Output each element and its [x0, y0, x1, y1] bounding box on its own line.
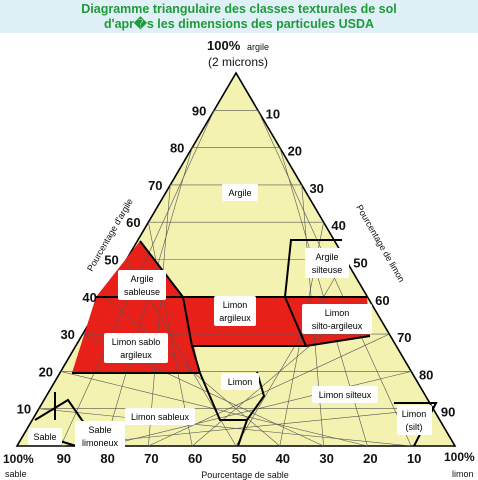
boundary-argile-silteuse [284, 239, 342, 298]
class-limon-sablo-argileux-1: Limon sablo [112, 337, 161, 347]
grid-line-sand [257, 110, 412, 447]
tick-clay-60: 60 [126, 215, 140, 230]
tick-silt-30: 30 [309, 181, 323, 196]
grid-line-silt [38, 408, 412, 447]
tick-sand-10: 10 [407, 451, 421, 466]
axis-bottom-title: Pourcentage de sable [201, 470, 289, 480]
class-limon-silto-argileux-2: silto-argileux [312, 321, 363, 331]
boundary-silto-right [305, 335, 371, 347]
grid-line-silt [104, 296, 280, 447]
tick-sand-80: 80 [100, 451, 114, 466]
tick-clay-50: 50 [104, 253, 118, 268]
corner-top-percent: 100% [207, 38, 241, 53]
class-limon-silteux: Limon silteux [319, 390, 372, 400]
tick-sand-30: 30 [319, 451, 333, 466]
title-line-2: d'apr�s les dimensions des particules US… [103, 17, 375, 31]
tick-clay-90: 90 [192, 103, 206, 118]
class-label-boxes [28, 184, 432, 451]
tick-sand-40: 40 [276, 451, 290, 466]
grid-line-silt [60, 371, 368, 447]
title-line-1: Diagramme triangulaire des classes textu… [81, 2, 397, 16]
tick-silt-90: 90 [441, 405, 455, 420]
corner-right-percent: 100% [444, 450, 475, 464]
class-argile-sableuse-1: Argile [130, 274, 153, 284]
tick-silt-10: 10 [266, 106, 280, 121]
class-labels: Argile Argile silteuse Argile sableuse L… [33, 188, 426, 448]
class-sable: Sable [33, 432, 56, 442]
boundary-loam-top [182, 296, 308, 347]
corner-left-name: sable [5, 469, 27, 479]
boundary-limon-silteux [237, 419, 248, 447]
class-limon-silto-argileux-1: Limon [325, 308, 350, 318]
class-argile-silteuse-1: Argile [315, 252, 338, 262]
tick-silt-70: 70 [397, 330, 411, 345]
corner-top-size: (2 microns) [208, 55, 268, 69]
axis-right-title: Pourcentage de limon [354, 203, 406, 284]
class-sable-limoneux-2: limoneux [82, 438, 119, 448]
boundary-argile-sableuse [139, 240, 184, 298]
tick-clay-20: 20 [39, 364, 53, 379]
tick-sand-60: 60 [188, 451, 202, 466]
class-limon-sableux: Limon sableux [131, 412, 190, 422]
class-argile-sableuse-2: sableuse [124, 287, 160, 297]
tick-clay-70: 70 [148, 178, 162, 193]
class-limon-silt-2: (silt) [406, 422, 423, 432]
tick-silt-60: 60 [375, 293, 389, 308]
class-limon: Limon [228, 377, 253, 387]
grid-line-sand [235, 259, 346, 447]
class-argile-silteuse-2: silteuse [312, 265, 343, 275]
class-limon-silt-1: Limon [402, 409, 427, 419]
tick-sand-50: 50 [232, 451, 246, 466]
tick-labels: 10 20 30 40 50 60 70 80 90 10 20 30 40 50 60 70 80 90 90 80… [17, 103, 456, 466]
class-sable-limoneux-1: Sable [88, 425, 111, 435]
tick-silt-80: 80 [419, 367, 433, 382]
title-bar [0, 0, 478, 33]
tick-silt-40: 40 [331, 218, 345, 233]
corner-left-percent: 100% [3, 452, 34, 466]
tick-clay-80: 80 [170, 141, 184, 156]
class-argile: Argile [228, 188, 251, 198]
corner-top-name: argile [247, 42, 269, 52]
tick-sand-90: 90 [57, 451, 71, 466]
tick-clay-10: 10 [17, 402, 31, 417]
tick-clay-30: 30 [60, 327, 74, 342]
tick-sand-20: 20 [363, 451, 377, 466]
tick-sand-70: 70 [144, 451, 158, 466]
class-limon-sablo-argileux-2: argileux [120, 350, 152, 360]
class-limon-argileux-2: argileux [219, 313, 251, 323]
corner-right-name: limon [452, 469, 474, 479]
tick-silt-20: 20 [288, 144, 302, 159]
tick-silt-50: 50 [353, 256, 367, 271]
tick-clay-40: 40 [82, 290, 96, 305]
class-limon-argileux-1: Limon [223, 300, 248, 310]
